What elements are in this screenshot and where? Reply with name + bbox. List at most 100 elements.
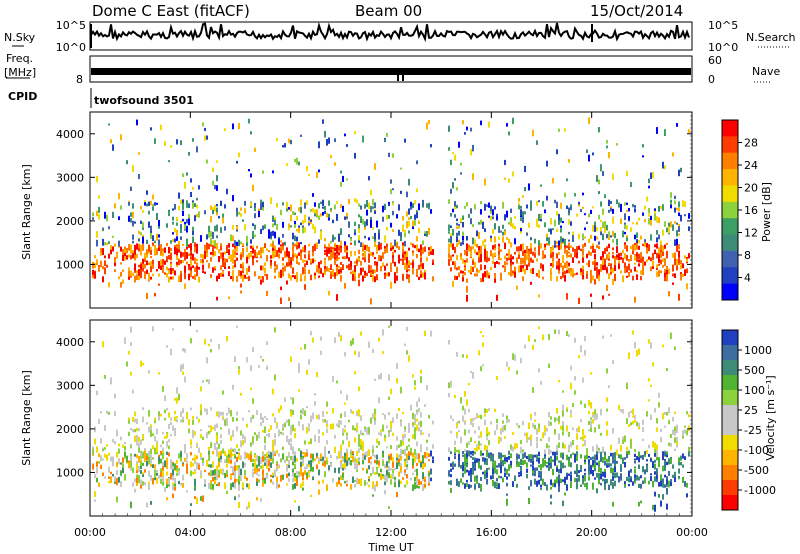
- echo-cell: [254, 432, 256, 436]
- echo-cell: [408, 444, 410, 447]
- echo-cell: [300, 483, 302, 489]
- echo-cell: [400, 455, 402, 461]
- echo-cell: [244, 451, 246, 457]
- echo-cell: [610, 267, 612, 272]
- echo-cell: [612, 428, 614, 434]
- echo-cell: [478, 232, 480, 239]
- echo-cell: [626, 170, 628, 177]
- echo-cell: [190, 178, 192, 183]
- echo-cell: [116, 496, 118, 503]
- echo-cell: [260, 465, 262, 469]
- echo-cell: [684, 456, 686, 460]
- echo-cell: [552, 470, 554, 476]
- echo-cell: [168, 484, 170, 487]
- echo-cell: [456, 236, 458, 243]
- echo-cell: [572, 235, 574, 242]
- echo-cell: [128, 267, 130, 271]
- echo-cell: [572, 268, 574, 274]
- echo-cell: [360, 267, 362, 275]
- echo-cell: [278, 453, 280, 457]
- echo-cell: [304, 214, 306, 219]
- echo-cell: [604, 483, 606, 490]
- echo-cell: [334, 337, 336, 344]
- echo-cell: [414, 218, 416, 226]
- echo-cell: [486, 458, 488, 466]
- echo-cell: [94, 262, 96, 269]
- echo-cell: [374, 269, 376, 274]
- echo-cell: [506, 493, 508, 496]
- echo-cell: [392, 229, 394, 232]
- echo-cell: [236, 451, 238, 454]
- echo-cell: [640, 500, 642, 504]
- echo-cell: [148, 458, 150, 463]
- echo-cell: [638, 457, 640, 463]
- echo-cell: [518, 205, 520, 210]
- echo-cell: [650, 414, 652, 421]
- echo-cell: [330, 264, 332, 269]
- echo-cell: [656, 264, 658, 269]
- echo-cell: [618, 263, 620, 270]
- echo-cell: [594, 414, 596, 418]
- echo-cell: [198, 464, 200, 470]
- echo-cell: [522, 460, 524, 466]
- echo-cell: [672, 464, 674, 469]
- echo-cell: [656, 450, 658, 458]
- echo-cell: [134, 275, 136, 283]
- echo-cell: [186, 463, 188, 471]
- echo-cell: [406, 464, 408, 467]
- echo-cell: [474, 239, 476, 247]
- echo-cell: [502, 477, 504, 483]
- echo-cell: [106, 242, 108, 246]
- echo-cell: [134, 429, 136, 433]
- echo-cell: [658, 402, 660, 408]
- echo-cell: [146, 502, 148, 508]
- echo-cell: [254, 208, 256, 212]
- echo-cell: [514, 225, 516, 230]
- echo-cell: [592, 411, 594, 415]
- echo-cell: [302, 220, 304, 225]
- echo-cell: [354, 456, 356, 460]
- echo-cell: [676, 259, 678, 264]
- echo-cell: [186, 247, 188, 250]
- echo-cell: [288, 273, 290, 279]
- echo-cell: [404, 254, 406, 261]
- echo-cell: [390, 281, 392, 289]
- echo-cell: [266, 290, 268, 297]
- echo-cell: [162, 479, 164, 486]
- echo-cell: [568, 251, 570, 254]
- echo-cell: [362, 441, 364, 448]
- echo-cell: [506, 262, 508, 265]
- echo-cell: [518, 472, 520, 475]
- echo-cell: [260, 355, 262, 359]
- echo-cell: [196, 416, 198, 420]
- echo-cell: [358, 437, 360, 443]
- echo-cell: [490, 421, 492, 425]
- echo-cell: [328, 268, 330, 273]
- echo-cell: [574, 477, 576, 483]
- echo-cell: [674, 252, 676, 255]
- echo-cell: [366, 200, 368, 207]
- echo-cell: [646, 464, 648, 471]
- echo-cell: [230, 474, 232, 479]
- echo-cell: [448, 254, 450, 259]
- echo-cell: [544, 449, 546, 455]
- echo-cell: [208, 379, 210, 385]
- echo-cell: [254, 455, 256, 458]
- echo-cell: [140, 484, 142, 489]
- echo-cell: [562, 404, 564, 412]
- echo-cell: [470, 468, 472, 475]
- echo-cell: [132, 417, 134, 422]
- echo-cell: [340, 335, 342, 342]
- echo-cell: [584, 439, 586, 447]
- echo-cell: [214, 225, 216, 232]
- echo-cell: [280, 248, 282, 254]
- echo-cell: [604, 194, 606, 199]
- echo-cell: [180, 451, 182, 458]
- echo-cell: [300, 409, 302, 414]
- echo-cell: [280, 209, 282, 216]
- echo-cell: [232, 384, 234, 390]
- echo-cell: [688, 213, 690, 219]
- echo-cell: [406, 273, 408, 280]
- echo-cell: [626, 254, 628, 261]
- echo-cell: [572, 231, 574, 239]
